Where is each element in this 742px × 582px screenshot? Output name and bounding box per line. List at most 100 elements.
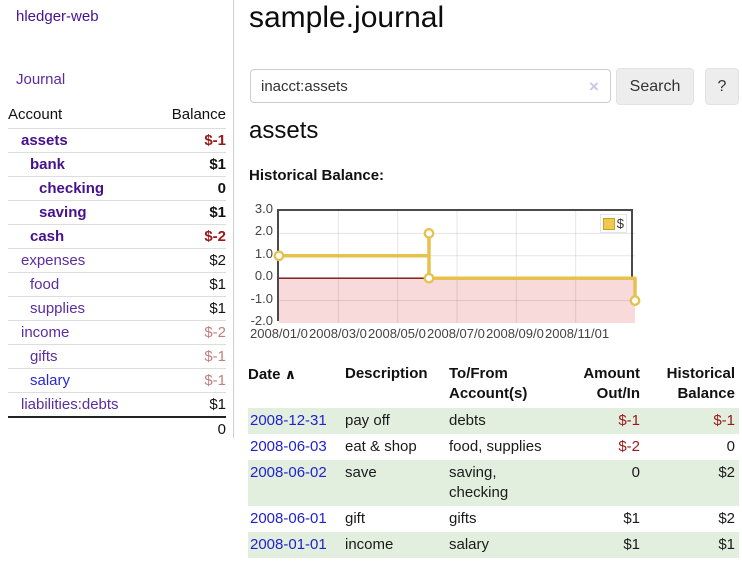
transaction-description: eat & shop — [345, 438, 417, 455]
account-heading: assets — [249, 117, 319, 144]
transaction-date-link[interactable]: 2008-06-03 — [250, 438, 327, 455]
app-brand-link[interactable]: hledger-web — [16, 8, 99, 25]
transaction-balance: 0 — [726, 438, 735, 455]
negative-region — [279, 278, 635, 323]
account-row-expenses: expenses $2 — [8, 248, 226, 273]
y-tick-label: 1.0 — [254, 246, 273, 261]
search-button[interactable]: Search — [616, 68, 694, 105]
register-header-amount: Amount Out/In — [583, 365, 640, 402]
search-input[interactable] — [250, 69, 611, 103]
chart-legend: $ — [599, 214, 627, 233]
transaction-accounts: salary — [449, 536, 490, 553]
account-balance: $1 — [154, 272, 226, 297]
transaction-row[interactable]: 2008-01-01 income salary $1 $1 — [248, 532, 739, 558]
accounts-header-account: Account — [8, 106, 63, 123]
transaction-date-link[interactable]: 2008-06-02 — [250, 464, 327, 481]
y-tick-label: 3.0 — [254, 201, 273, 216]
account-balance: $1 — [154, 392, 226, 417]
account-link-gifts[interactable]: gifts — [30, 348, 58, 365]
account-link-expenses[interactable]: expenses — [21, 252, 86, 269]
account-link-checking[interactable]: checking — [39, 180, 105, 197]
account-row-assets: assets $-1 — [8, 128, 226, 153]
transaction-row[interactable]: 2008-06-02 save saving, checking 0 $2 — [248, 460, 739, 506]
accounts-table: Account Balance assets $-1 bank $1 check… — [8, 103, 226, 441]
help-button[interactable]: ? — [705, 68, 739, 105]
account-balance: $-1 — [154, 344, 226, 369]
balance-chart-canvas — [273, 211, 641, 323]
account-link-supplies[interactable]: supplies — [30, 300, 86, 317]
transaction-accounts: gifts — [449, 510, 477, 527]
account-row-gifts: gifts $-1 — [8, 344, 226, 369]
chart-gridlines — [279, 211, 635, 323]
y-tick-label: 2.0 — [254, 223, 273, 238]
sort-by-date-link[interactable]: Date — [248, 366, 281, 383]
account-link-liabilities-debts[interactable]: liabilities:debts — [21, 396, 119, 413]
transaction-amount: $-2 — [618, 438, 640, 455]
transaction-amount: 0 — [631, 464, 640, 481]
account-balance: $1 — [154, 152, 226, 177]
register-table: Date ∧ Description To/From Account(s) Am… — [248, 362, 739, 558]
register-header-accounts: To/From Account(s) — [449, 365, 528, 402]
transaction-description: save — [345, 464, 377, 481]
x-tick-label: 2008/09/01 — [486, 326, 544, 341]
account-balance: $-1 — [154, 368, 226, 393]
y-tick-label: -2.0 — [250, 313, 273, 328]
legend-swatch — [602, 217, 615, 230]
transaction-balance: $2 — [718, 464, 735, 481]
transaction-row[interactable]: 2008-06-03 eat & shop food, supplies $-2… — [248, 434, 739, 460]
transaction-date-link[interactable]: 2008-01-01 — [250, 536, 327, 553]
account-link-bank[interactable]: bank — [30, 156, 66, 173]
transaction-balance: $1 — [718, 536, 735, 553]
account-balance: $-2 — [154, 320, 226, 345]
account-row-bank: bank $1 — [8, 152, 226, 177]
account-link-income[interactable]: income — [21, 324, 70, 341]
account-link-cash[interactable]: cash — [30, 228, 65, 245]
transaction-description: pay off — [345, 412, 390, 429]
account-balance: 0 — [154, 176, 226, 201]
accounts-total-row: 0 — [8, 416, 226, 441]
account-row-salary: salary $-1 — [8, 368, 226, 393]
transaction-date-link[interactable]: 2008-06-01 — [250, 510, 327, 527]
accounts-header-balance: Balance — [171, 106, 226, 123]
x-tick-label: 2008/03/01 — [309, 326, 367, 341]
transaction-description: income — [345, 536, 394, 553]
transaction-accounts: debts — [449, 412, 486, 429]
clear-search-icon[interactable]: × — [589, 77, 599, 96]
transaction-description: gift — [345, 510, 366, 527]
account-row-cash: cash $-2 — [8, 224, 226, 249]
account-row-food: food $1 — [8, 272, 226, 297]
transaction-row[interactable]: 2008-06-01 gift gifts $1 $2 — [248, 506, 739, 532]
page-title: sample.journal — [249, 1, 445, 34]
account-row-income: income $-2 — [8, 320, 226, 345]
transaction-amount: $1 — [623, 536, 640, 553]
account-link-food[interactable]: food — [30, 276, 60, 293]
x-tick-label: 2008/11/01 — [545, 326, 610, 341]
balance-step-line — [279, 231, 637, 301]
account-link-salary[interactable]: salary — [30, 372, 71, 389]
x-tick-label: 2008/05/01 — [368, 326, 426, 341]
transaction-accounts: food, supplies — [449, 438, 542, 455]
transaction-row[interactable]: 2008-12-31 pay off debts $-1 $-1 — [248, 408, 739, 434]
legend-label: $ — [616, 216, 624, 231]
transaction-accounts: saving, checking — [449, 464, 509, 501]
accounts-total-value: 0 — [154, 416, 226, 441]
account-link-saving[interactable]: saving — [39, 204, 87, 221]
sidebar-item-journal[interactable]: Journal — [16, 71, 66, 88]
register-header-date[interactable]: Date ∧ — [248, 362, 345, 408]
transaction-date-link[interactable]: 2008-12-31 — [250, 412, 327, 429]
transaction-amount: $1 — [623, 510, 640, 527]
sidebar-divider — [233, 0, 234, 438]
y-tick-label: -1.0 — [250, 291, 273, 306]
account-row-supplies: supplies $1 — [8, 296, 226, 321]
register-header-row: Date ∧ Description To/From Account(s) Am… — [248, 362, 739, 408]
account-row-checking: checking 0 — [8, 176, 226, 201]
account-balance: $1 — [154, 200, 226, 225]
account-link-assets[interactable]: assets — [21, 132, 68, 149]
x-tick-label: 2008/01/01 — [250, 326, 308, 341]
transaction-balance: $2 — [718, 510, 735, 527]
register-header-balance: Historical Balance — [666, 365, 735, 402]
balance-chart-plot[interactable]: $ — [273, 209, 641, 323]
register-header-description: Description — [345, 365, 428, 382]
account-row-liabilities-debts: liabilities:debts $1 — [8, 392, 226, 417]
x-tick-label: 2008/07/01 — [427, 326, 485, 341]
